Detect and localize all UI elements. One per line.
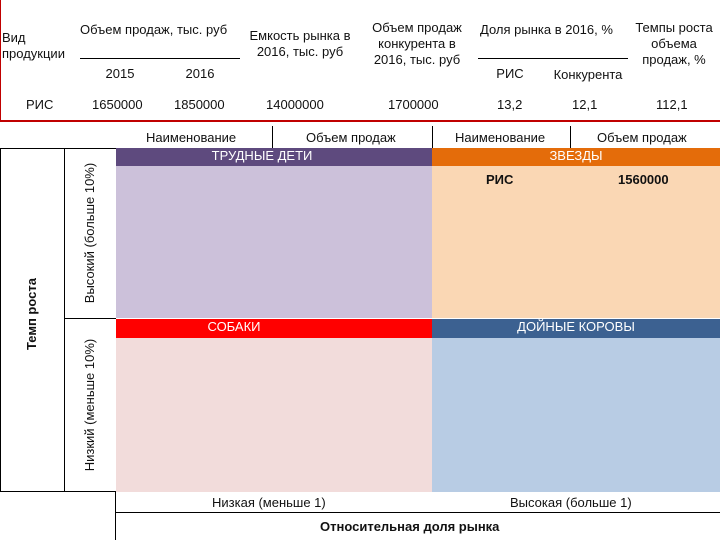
col-product-header: Вид продукции — [2, 30, 65, 61]
row-share-ris: 13,2 — [497, 97, 523, 112]
share-underline — [478, 58, 628, 59]
quadrant-stars-header: ЗВЕЗДЫ — [432, 148, 720, 166]
col-competitor-header: Объем продаж конкурента в 2016, тыс. руб — [372, 20, 462, 67]
y-high-label: Высокий (больше 10%) — [82, 162, 97, 304]
axis-left-border — [0, 148, 1, 492]
share-ris-header: РИС — [496, 66, 524, 81]
x-axis-title: Относительная доля рынка — [320, 519, 500, 534]
col-growth-header: Темпы роста объема продаж, % — [635, 20, 713, 67]
table-red-border-bottom — [0, 120, 720, 122]
header-name-left: Наименование — [146, 130, 237, 145]
stars-item-name: РИС — [486, 172, 514, 187]
header-divider-2 — [432, 126, 433, 148]
x-high-label: Высокая (больше 1) — [510, 495, 632, 510]
quadrant-dogs-label: СОБАКИ — [207, 319, 261, 334]
quadrant-stars-fill — [432, 166, 720, 318]
quadrant-stars-label: ЗВЕЗДЫ — [549, 148, 603, 163]
year-2015: 2015 — [105, 66, 135, 81]
quadrant-problem-fill — [116, 166, 432, 318]
row-product: РИС — [26, 97, 54, 112]
table-red-border-left — [0, 0, 1, 122]
col-sales-header: Объем продаж, тыс. руб — [80, 22, 228, 37]
data-table: Вид продукции Объем продаж, тыс. руб 201… — [0, 0, 720, 124]
header-name-right: Наименование — [455, 130, 546, 145]
y-low-label: Низкий (меньше 10%) — [82, 338, 97, 472]
x-axis-left-border — [115, 492, 116, 540]
share-competitor-header: Конкурента — [553, 67, 623, 82]
sales-underline — [80, 58, 240, 59]
quadrant-dogs-fill — [116, 338, 432, 492]
quadrant-problem-label: ТРУДНЫЕ ДЕТИ — [211, 148, 313, 163]
y-axis-title: Темп роста — [24, 278, 39, 350]
row-sales-2015: 1650000 — [92, 97, 143, 112]
col-capacity-header: Емкость рынка в 2016, тыс. руб — [249, 28, 351, 59]
year-2016: 2016 — [185, 66, 215, 81]
row-capacity: 14000000 — [266, 97, 324, 112]
axis-mid-border — [64, 318, 116, 319]
header-divider-3 — [570, 126, 571, 148]
axis-top-border — [0, 148, 116, 149]
col-share-header: Доля рынка в 2016, % — [480, 22, 613, 37]
header-divider-1 — [272, 126, 273, 148]
row-share-competitor: 12,1 — [572, 97, 598, 112]
quadrant-cows-header: ДОЙНЫЕ КОРОВЫ — [432, 319, 720, 338]
stars-item-value: 1560000 — [618, 172, 669, 187]
header-sales-left: Объем продаж — [306, 130, 396, 145]
row-growth: 112,1 — [656, 97, 688, 112]
row-sales-2016: 1850000 — [174, 97, 225, 112]
x-low-label: Низкая (меньше 1) — [212, 495, 326, 510]
quadrant-dogs-header: СОБАКИ — [116, 319, 432, 338]
quadrant-problem-header: ТРУДНЫЕ ДЕТИ — [116, 148, 432, 166]
quadrant-cows-label: ДОЙНЫЕ КОРОВЫ — [517, 319, 635, 334]
row-competitor: 1700000 — [388, 97, 439, 112]
axis-bottom-border — [0, 491, 116, 492]
axis-inner-border — [64, 148, 65, 492]
x-axis-mid-line — [115, 512, 720, 513]
header-sales-right: Объем продаж — [597, 130, 687, 145]
quadrant-cows-fill — [432, 338, 720, 492]
